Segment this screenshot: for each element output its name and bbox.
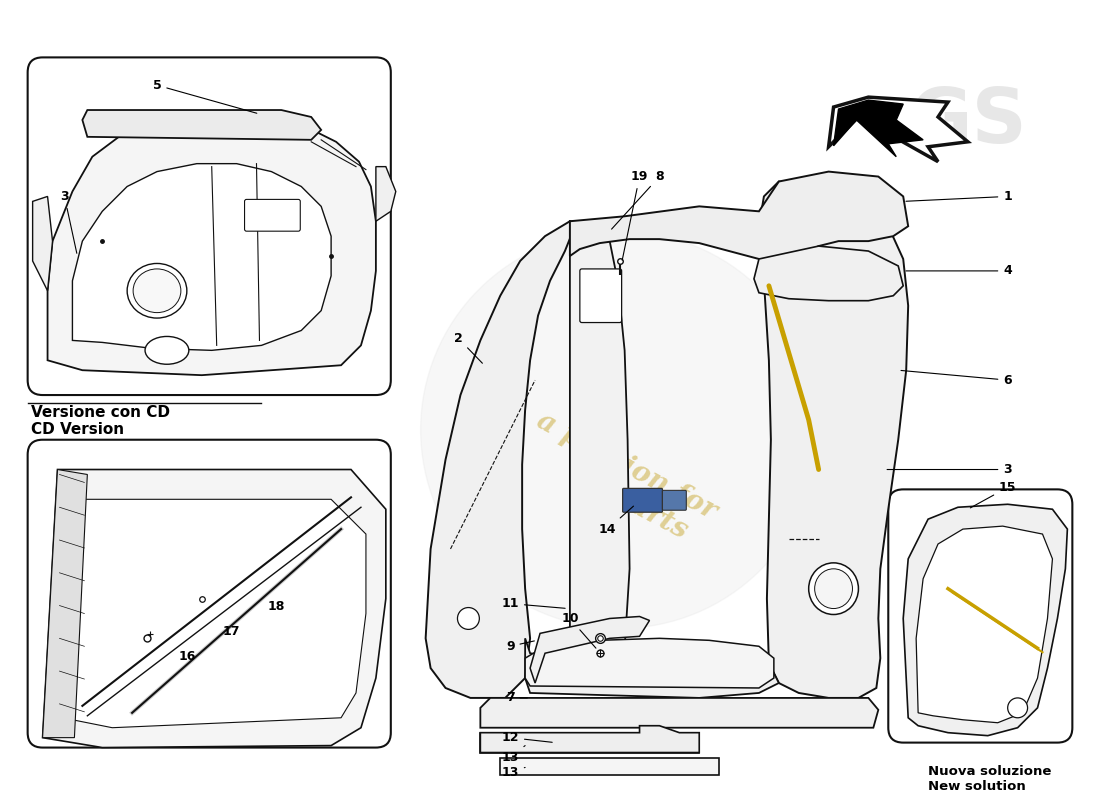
FancyBboxPatch shape — [28, 58, 390, 395]
Text: 8: 8 — [612, 170, 663, 229]
FancyBboxPatch shape — [28, 440, 390, 747]
Polygon shape — [834, 100, 923, 157]
Polygon shape — [759, 182, 909, 698]
Text: 18: 18 — [267, 600, 285, 613]
Text: 11: 11 — [502, 597, 565, 610]
Ellipse shape — [133, 269, 180, 313]
Text: a passion for
         parts: a passion for parts — [518, 406, 722, 552]
Text: 5: 5 — [153, 78, 256, 114]
Polygon shape — [754, 246, 903, 301]
Polygon shape — [525, 638, 779, 698]
Text: Nuova soluzione: Nuova soluzione — [928, 766, 1052, 778]
Circle shape — [420, 231, 818, 629]
Text: 1: 1 — [906, 190, 1012, 203]
FancyBboxPatch shape — [662, 490, 686, 510]
Polygon shape — [828, 97, 968, 162]
Text: New solution: New solution — [928, 780, 1026, 794]
Polygon shape — [43, 470, 87, 738]
Polygon shape — [525, 638, 774, 688]
Ellipse shape — [815, 569, 852, 609]
Polygon shape — [47, 112, 376, 375]
Text: 19: 19 — [623, 170, 648, 260]
Polygon shape — [376, 166, 396, 222]
Text: 6: 6 — [901, 370, 1012, 386]
Polygon shape — [481, 733, 700, 753]
Polygon shape — [426, 222, 575, 698]
Polygon shape — [63, 499, 366, 728]
FancyBboxPatch shape — [623, 488, 662, 512]
Ellipse shape — [1008, 698, 1027, 718]
Polygon shape — [500, 758, 719, 775]
Polygon shape — [33, 197, 53, 290]
Text: Versione con CD: Versione con CD — [31, 405, 169, 420]
Ellipse shape — [808, 563, 858, 614]
Text: 10: 10 — [561, 612, 596, 648]
Polygon shape — [903, 504, 1067, 736]
FancyBboxPatch shape — [889, 490, 1072, 742]
Text: 2: 2 — [454, 332, 483, 363]
Polygon shape — [916, 526, 1053, 722]
Polygon shape — [481, 726, 700, 753]
Text: 14: 14 — [600, 506, 634, 535]
Ellipse shape — [458, 607, 480, 630]
Polygon shape — [530, 617, 649, 683]
Polygon shape — [82, 110, 321, 140]
Text: 15: 15 — [970, 481, 1016, 508]
Text: 13: 13 — [502, 746, 525, 764]
Text: GS: GS — [909, 85, 1026, 159]
Text: 13: 13 — [502, 766, 525, 779]
Polygon shape — [570, 222, 629, 668]
Text: 17: 17 — [223, 625, 241, 638]
Text: CD Version: CD Version — [31, 422, 124, 437]
Ellipse shape — [145, 337, 189, 364]
Text: 4: 4 — [906, 265, 1012, 278]
FancyBboxPatch shape — [580, 269, 622, 322]
Polygon shape — [73, 164, 331, 350]
Text: 3: 3 — [887, 463, 1012, 476]
Text: 16: 16 — [178, 650, 196, 662]
Text: 9: 9 — [506, 640, 535, 653]
Polygon shape — [43, 470, 386, 747]
Text: 7: 7 — [506, 691, 527, 705]
FancyBboxPatch shape — [244, 199, 300, 231]
Ellipse shape — [128, 263, 187, 318]
Polygon shape — [481, 698, 878, 728]
Text: 12: 12 — [502, 731, 552, 744]
Polygon shape — [570, 171, 909, 261]
Text: 3: 3 — [60, 190, 77, 254]
